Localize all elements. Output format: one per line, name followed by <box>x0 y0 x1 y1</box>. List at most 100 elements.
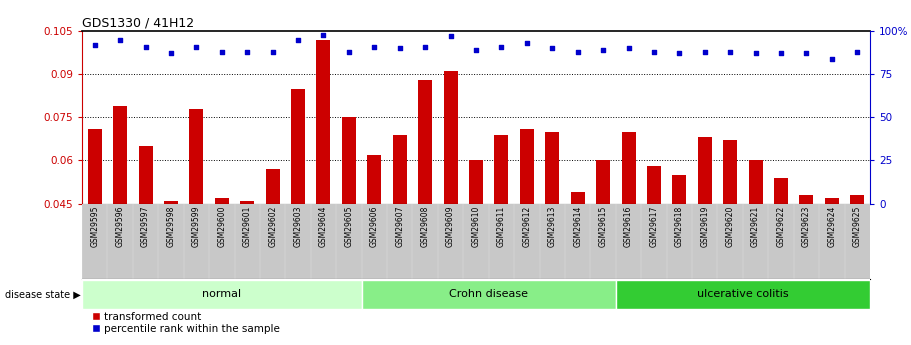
Bar <box>418 80 432 333</box>
Text: GSM29616: GSM29616 <box>624 206 633 247</box>
Bar <box>647 166 660 333</box>
Bar <box>189 109 203 333</box>
Text: GSM29610: GSM29610 <box>472 206 480 247</box>
Bar <box>444 71 457 333</box>
Point <box>850 49 865 55</box>
Point <box>570 49 585 55</box>
Point <box>342 49 356 55</box>
Bar <box>520 129 534 333</box>
Text: GSM29617: GSM29617 <box>650 206 659 247</box>
Bar <box>342 117 356 333</box>
Point <box>596 47 610 53</box>
Bar <box>362 280 616 309</box>
Point <box>113 37 128 42</box>
Point <box>138 44 153 49</box>
Point <box>545 46 559 51</box>
Text: GSM29598: GSM29598 <box>167 206 176 247</box>
Bar <box>138 146 152 333</box>
Text: GSM29622: GSM29622 <box>776 206 785 247</box>
Text: GSM29609: GSM29609 <box>446 206 456 247</box>
Text: GSM29623: GSM29623 <box>802 206 811 247</box>
Text: GSM29613: GSM29613 <box>548 206 557 247</box>
Text: GSM29621: GSM29621 <box>751 206 760 247</box>
Text: GSM29605: GSM29605 <box>344 206 353 247</box>
Point <box>164 51 179 56</box>
Text: normal: normal <box>202 289 241 299</box>
Bar <box>672 175 686 333</box>
Text: GSM29604: GSM29604 <box>319 206 328 247</box>
Text: GSM29608: GSM29608 <box>421 206 430 247</box>
Legend: transformed count, percentile rank within the sample: transformed count, percentile rank withi… <box>87 308 284 338</box>
Point <box>265 49 280 55</box>
Text: GSM29597: GSM29597 <box>141 206 150 247</box>
Point <box>367 44 382 49</box>
Bar <box>87 129 102 333</box>
Point <box>799 51 814 56</box>
Text: GSM29600: GSM29600 <box>218 206 226 247</box>
Text: GSM29625: GSM29625 <box>853 206 862 247</box>
Bar <box>824 198 839 333</box>
Bar <box>393 135 406 333</box>
Point <box>748 51 763 56</box>
Point <box>647 49 661 55</box>
Text: GSM29614: GSM29614 <box>573 206 582 247</box>
Point <box>824 56 839 61</box>
Text: GSM29611: GSM29611 <box>496 206 506 247</box>
Text: GSM29602: GSM29602 <box>268 206 277 247</box>
Text: GSM29624: GSM29624 <box>827 206 836 247</box>
Text: GSM29618: GSM29618 <box>675 206 684 247</box>
Text: GSM29619: GSM29619 <box>701 206 710 247</box>
Point <box>87 42 102 48</box>
Text: GSM29603: GSM29603 <box>293 206 302 247</box>
Bar <box>774 178 788 333</box>
Text: GSM29596: GSM29596 <box>116 206 125 247</box>
Bar <box>316 40 331 333</box>
Text: disease state ▶: disease state ▶ <box>5 289 80 299</box>
Text: GSM29607: GSM29607 <box>395 206 404 247</box>
Text: Crohn disease: Crohn disease <box>449 289 528 299</box>
Point <box>494 44 508 49</box>
Text: GSM29612: GSM29612 <box>522 206 531 247</box>
Bar <box>850 195 865 333</box>
Point <box>444 33 458 39</box>
Text: GSM29606: GSM29606 <box>370 206 379 247</box>
Bar <box>241 201 254 333</box>
Point <box>189 44 204 49</box>
Point <box>240 49 254 55</box>
Bar <box>113 106 128 333</box>
Bar <box>469 160 483 333</box>
Bar <box>698 137 711 333</box>
Bar <box>570 192 585 333</box>
Bar <box>800 195 814 333</box>
Point <box>621 46 636 51</box>
Bar <box>621 132 636 333</box>
Bar <box>495 135 508 333</box>
Bar <box>546 132 559 333</box>
Point <box>672 51 687 56</box>
Bar <box>215 198 229 333</box>
Point <box>418 44 433 49</box>
Point <box>519 40 534 46</box>
Text: GSM29601: GSM29601 <box>242 206 251 247</box>
Bar <box>164 201 178 333</box>
Bar <box>723 140 737 333</box>
Text: GSM29615: GSM29615 <box>599 206 608 247</box>
Bar <box>749 160 763 333</box>
Bar <box>82 280 362 309</box>
Point <box>316 32 331 37</box>
Point <box>773 51 788 56</box>
Bar <box>292 89 305 333</box>
Point <box>698 49 712 55</box>
Bar <box>266 169 280 333</box>
Point <box>393 46 407 51</box>
Text: GSM29595: GSM29595 <box>90 206 99 247</box>
Point <box>291 37 305 42</box>
Text: ulcerative colitis: ulcerative colitis <box>697 289 789 299</box>
Bar <box>596 160 610 333</box>
Bar <box>616 280 870 309</box>
Point <box>214 49 229 55</box>
Text: GSM29599: GSM29599 <box>192 206 201 247</box>
Text: GDS1330 / 41H12: GDS1330 / 41H12 <box>82 17 194 30</box>
Point <box>468 47 483 53</box>
Bar <box>367 155 382 333</box>
